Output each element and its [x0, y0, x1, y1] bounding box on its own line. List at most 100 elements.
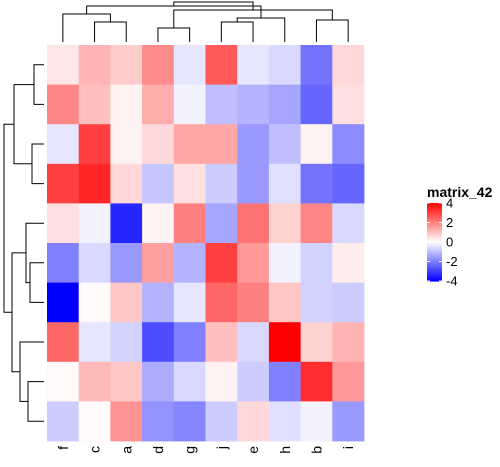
heatmap-cell-r7-f	[47, 282, 80, 323]
heatmap-cell-r7-d	[142, 282, 175, 323]
legend-bar-segment	[427, 251, 442, 253]
legend-bar-segment	[427, 256, 442, 259]
legend-bar-segment	[427, 266, 442, 269]
heatmap-cell-r6-e	[237, 243, 270, 283]
heatmap-cell-r9-j	[205, 361, 238, 402]
heatmap-cell-r3-h	[268, 124, 301, 165]
legend-bar-segment	[427, 252, 442, 255]
legend-bar-segment	[427, 247, 442, 250]
heatmap-cell-r5-i	[332, 203, 365, 244]
heatmap-cell-r9-h	[268, 361, 301, 402]
heatmap-cell-r1-f	[47, 45, 80, 85]
heatmap-cell-r6-a	[110, 243, 143, 283]
heatmap-cell-r9-b	[300, 361, 333, 402]
legend-bar-segment	[427, 218, 442, 221]
heatmap-cell-r9-c	[78, 361, 111, 402]
heatmap-cell-r8-f	[47, 322, 80, 363]
column-label-b: b	[308, 446, 324, 454]
heatmap-cell-r4-c	[78, 163, 111, 204]
legend-tick-label: 2	[446, 215, 453, 230]
heatmap-cell-r4-i	[332, 163, 365, 204]
heatmap-cell-r3-i	[332, 124, 365, 165]
row-dendrogram-branch-2	[29, 262, 44, 303]
legend-bar-segment	[427, 255, 442, 257]
legend-title: matrix_42	[427, 184, 493, 200]
legend-bar-segment	[427, 273, 442, 276]
heatmap-cell-r5-h	[268, 203, 301, 244]
heatmap-cell-r1-b	[300, 45, 333, 85]
legend-bar-segment	[427, 212, 442, 214]
heatmap-cell-r4-g	[173, 163, 206, 204]
column-label-f: f	[55, 446, 71, 450]
legend-bar-segment	[427, 235, 442, 238]
row-dendrogram-branch-1	[31, 143, 44, 185]
legend-bar-segment	[427, 245, 442, 248]
heatmap-cell-r6-h	[268, 243, 301, 283]
legend-bar-segment	[427, 226, 442, 229]
heatmap-cell-r2-f	[47, 84, 80, 125]
legend-bar-segment	[427, 260, 442, 263]
heatmap-cell-r4-e	[237, 163, 270, 204]
heatmap-cell-r8-e	[237, 322, 270, 363]
row-dendrogram	[3, 64, 44, 422]
legend-bar-segment	[427, 221, 442, 224]
legend-bar-segment	[427, 270, 442, 273]
legend-bar-segment	[427, 230, 442, 233]
heatmap-cell-r6-g	[173, 243, 206, 283]
heatmap-cell-r8-i	[332, 322, 365, 363]
heatmap-cell-r3-f	[47, 124, 80, 165]
heatmap-cell-r10-d	[142, 401, 175, 442]
legend-bar-segment	[427, 222, 442, 225]
legend-ticks: 4 2 0 -2 -4	[427, 196, 458, 289]
heatmap-cell-r6-d	[142, 243, 175, 283]
heatmap-cell-r5-c	[78, 203, 111, 244]
heatmap-cell-r3-j	[205, 124, 238, 165]
legend-bar-segment	[427, 268, 442, 270]
heatmap-cell-r8-h	[268, 322, 301, 363]
heatmap-cell-r2-a	[110, 84, 143, 125]
row-dendrogram-branch-7	[11, 252, 26, 373]
heatmap-cell-r8-b	[300, 322, 333, 363]
heatmap-cell-r1-d	[142, 45, 175, 85]
heatmap-cell-r10-f	[47, 401, 80, 442]
legend-bar-segment	[427, 209, 442, 212]
column-label-j: j	[213, 446, 229, 450]
heatmap-cell-r7-j	[205, 282, 238, 323]
col-dendrogram-branch-8	[173, 1, 254, 10]
legend-bar-segment	[427, 238, 442, 240]
heatmap-cell-r9-f	[47, 361, 80, 402]
legend-bar-segment	[427, 234, 442, 237]
legend-bar-segment	[427, 205, 442, 208]
legend-bar-segment	[427, 232, 442, 235]
legend-bar-segment	[427, 248, 442, 251]
heatmap-cell-r4-d	[142, 163, 175, 204]
heatmap-cell-r2-i	[332, 84, 365, 125]
legend-bar-segment	[427, 243, 442, 246]
heatmap-cell-r2-g	[173, 84, 206, 125]
col-dendrogram-branch-3	[315, 19, 349, 42]
heatmap-cell-r3-b	[300, 124, 333, 165]
legend-bar-segment	[427, 219, 442, 222]
heatmap-cell-r10-b	[300, 401, 333, 442]
column-label-d: d	[150, 446, 166, 454]
heatmap-cell-r2-c	[78, 84, 111, 125]
heatmap-cell-r7-a	[110, 282, 143, 323]
legend-bar-segment	[427, 231, 442, 234]
col-dendrogram-branch-5	[62, 13, 111, 42]
legend-bar-segment	[427, 216, 442, 218]
row-dendrogram-branch-4	[25, 222, 44, 284]
column-label-i: i	[340, 446, 356, 449]
heatmap-cell-r2-b	[300, 84, 333, 125]
legend-bar-segment	[427, 214, 442, 217]
legend-bar-segment	[427, 236, 442, 239]
legend-bar-segment	[427, 279, 442, 282]
legend-bar-segment	[427, 213, 442, 216]
heatmap-cell-r7-c	[78, 282, 111, 323]
column-label-c: c	[87, 446, 103, 453]
legend-bar-segment	[427, 261, 442, 264]
heatmap-cell-r4-j	[205, 163, 238, 204]
legend-bar-segment	[427, 262, 442, 265]
col-dendrogram-branch-0	[157, 27, 191, 42]
heatmap-cell-r8-j	[205, 322, 238, 363]
legend-bar-segment	[427, 275, 442, 278]
